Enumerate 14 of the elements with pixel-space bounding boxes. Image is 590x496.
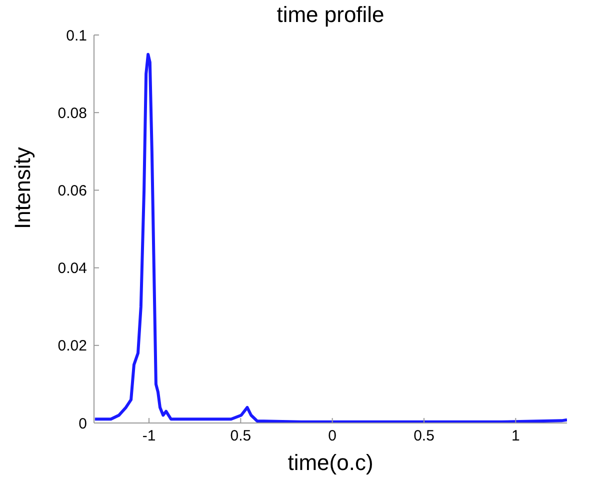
y-tick-label: 0	[78, 415, 87, 432]
y-tick-label: 0.04	[58, 260, 87, 278]
x-axis-title: time(o.c)	[288, 450, 374, 475]
x-tick-label: 0.5	[230, 428, 252, 445]
x-tick-label: 0.5	[414, 428, 434, 445]
y-tick-label: 0.08	[58, 104, 87, 122]
x-tick-label: 0	[328, 428, 337, 445]
y-axis-title: Intensity	[10, 147, 35, 229]
y-tick-label: 0.02	[58, 338, 87, 355]
x-tick-label: -1	[142, 428, 156, 445]
x-tick-label: 1	[511, 428, 520, 445]
y-tick-label: 0.1	[66, 27, 87, 44]
chart-title: time profile	[276, 2, 386, 28]
y-tick-label: 0.06	[58, 182, 87, 200]
